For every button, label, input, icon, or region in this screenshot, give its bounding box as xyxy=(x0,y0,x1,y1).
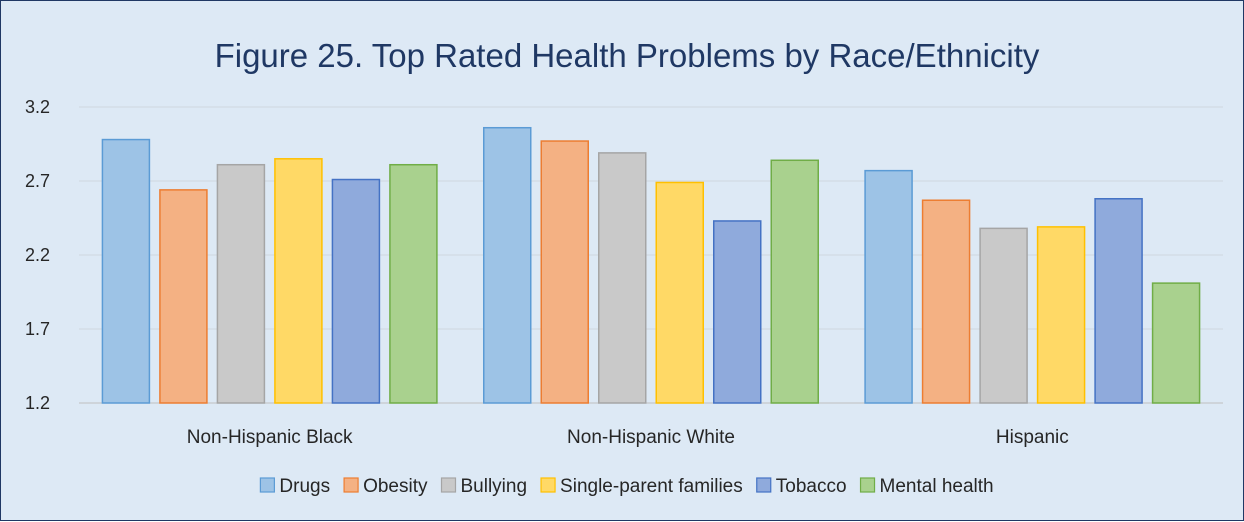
legend-swatch xyxy=(540,477,556,493)
bar-single-parent-families-0 xyxy=(274,158,323,404)
legend-item: Bullying xyxy=(440,476,528,497)
category-label: Non-Hispanic Black xyxy=(187,427,353,448)
legend-item: Tobacco xyxy=(756,476,847,497)
bar-bullying-0 xyxy=(216,163,266,404)
y-axis: 3.2 2.7 2.2 1.7 1.2 xyxy=(25,97,50,413)
legend-item: Single-parent families xyxy=(540,476,743,497)
bar-mental-health-2 xyxy=(1151,282,1201,404)
legend-swatch xyxy=(756,477,772,493)
legend-swatch xyxy=(259,477,275,493)
legend-label: Single-parent families xyxy=(560,476,743,497)
y-tick-label: 2.2 xyxy=(25,245,50,265)
legend-label: Obesity xyxy=(363,476,428,497)
y-tick-label: 1.2 xyxy=(25,393,50,413)
bar-tobacco-1 xyxy=(713,220,762,404)
category-label: Hispanic xyxy=(996,427,1069,448)
bar-tobacco-0 xyxy=(331,178,381,404)
legend-swatch xyxy=(343,477,359,493)
bar-tobacco-2 xyxy=(1094,198,1143,404)
bar-obesity-0 xyxy=(159,189,208,404)
bar-drugs-2 xyxy=(864,169,913,404)
bars xyxy=(101,126,1201,404)
legend-swatch xyxy=(859,477,876,493)
y-tick-label: 2.7 xyxy=(25,171,50,191)
y-tick-label: 3.2 xyxy=(25,97,50,117)
bar-drugs-0 xyxy=(101,138,151,404)
bar-obesity-1 xyxy=(540,140,589,404)
legend-label: Drugs xyxy=(279,476,330,497)
bar-mental-health-0 xyxy=(389,163,438,404)
bar-mental-health-1 xyxy=(770,159,819,404)
legend-label: Mental health xyxy=(880,476,994,497)
legend: Drugs Obesity Bullying Single-parent famili… xyxy=(259,476,994,497)
x-axis: Non-Hispanic Black Non-Hispanic White Hisp… xyxy=(187,427,1069,448)
gridlines xyxy=(79,106,1223,404)
legend-swatch xyxy=(440,477,457,493)
legend-item: Mental health xyxy=(859,476,994,497)
y-tick-label: 1.7 xyxy=(25,319,50,339)
bar-obesity-2 xyxy=(921,199,971,404)
chart-title: Figure 25. Top Rated Health Problems by … xyxy=(215,37,1040,74)
bar-drugs-1 xyxy=(483,126,532,404)
legend-item: Obesity xyxy=(343,476,428,497)
legend-label: Bullying xyxy=(461,476,528,497)
category-label: Non-Hispanic White xyxy=(567,427,735,448)
bar-single-parent-families-2 xyxy=(1036,226,1086,404)
bar-single-parent-families-1 xyxy=(655,181,704,404)
legend-label: Tobacco xyxy=(776,476,847,497)
bar-bullying-2 xyxy=(979,227,1028,404)
bar-bullying-1 xyxy=(598,152,647,404)
legend-item: Drugs xyxy=(259,476,330,497)
